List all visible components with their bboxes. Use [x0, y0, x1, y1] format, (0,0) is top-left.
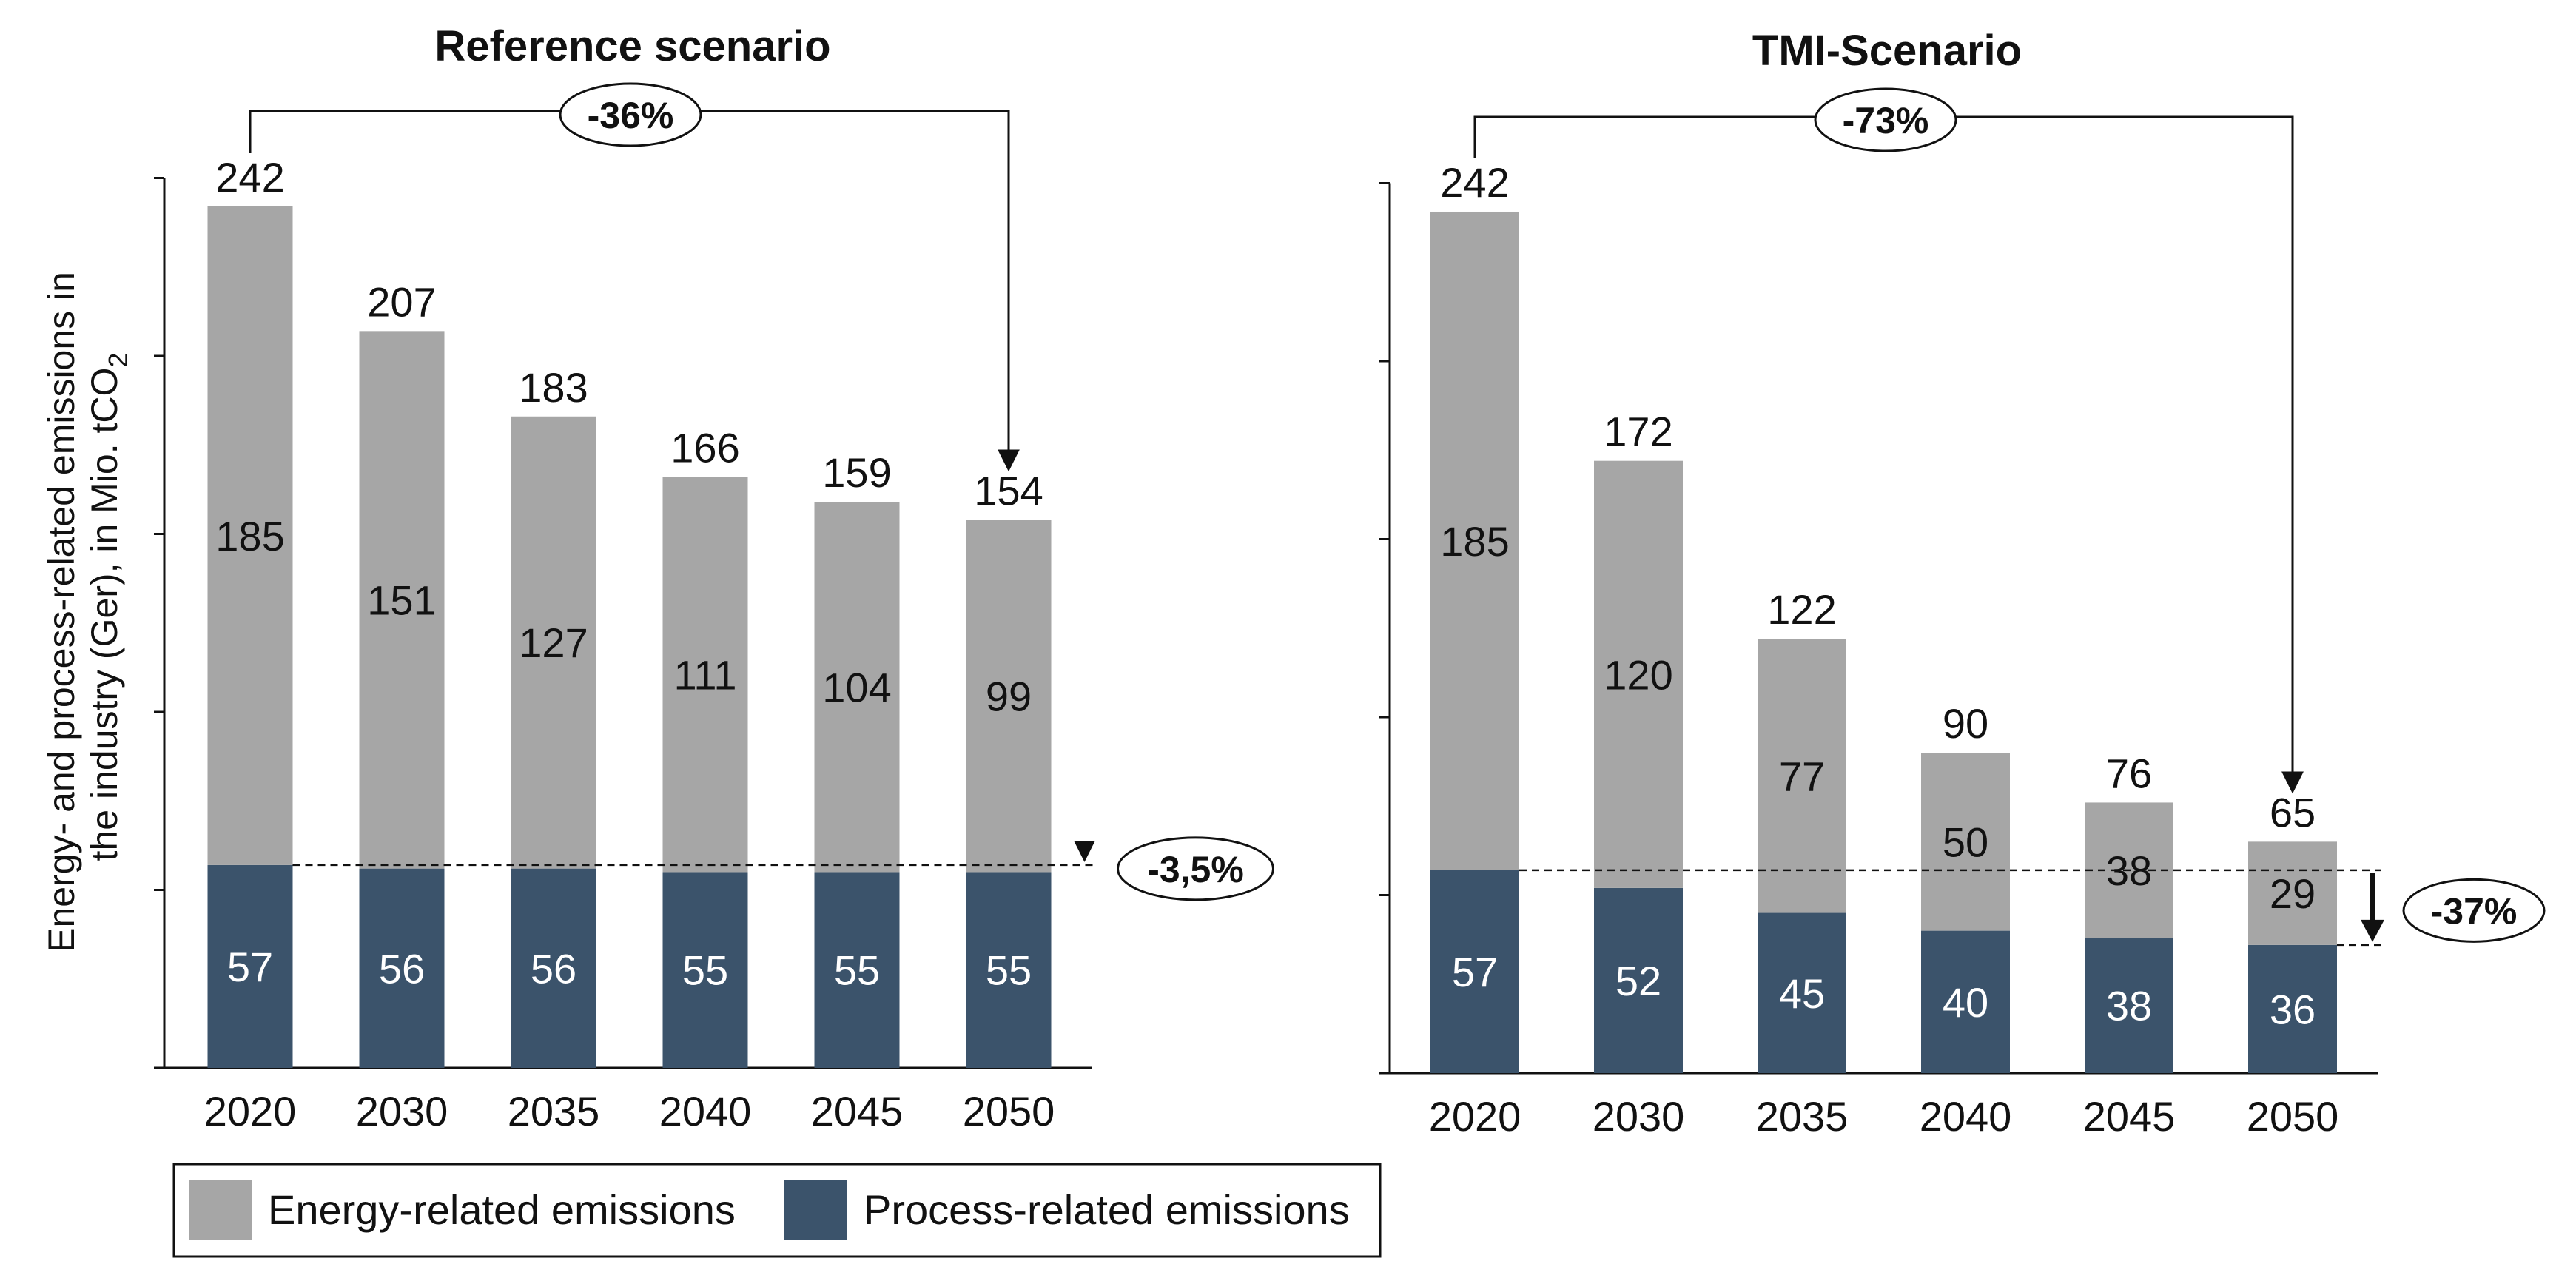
- process-value-label: 40: [1943, 979, 1988, 1026]
- process-value-label: 52: [1615, 958, 1661, 1004]
- total-value-label: 90: [1943, 700, 1988, 747]
- process-value-label: 55: [986, 947, 1032, 994]
- x-tick-label: 2030: [356, 1088, 448, 1135]
- x-tick-label: 2030: [1593, 1093, 1685, 1140]
- process-change-badge: [2402, 878, 2546, 943]
- bar-energy-2030: [359, 331, 445, 869]
- x-tick-label: 2045: [2083, 1093, 2176, 1140]
- legend-swatch-process: [784, 1180, 847, 1240]
- bar-process-2020: [1430, 870, 1519, 1073]
- energy-value-label: 120: [1604, 651, 1672, 698]
- bar-process-2020: [207, 864, 293, 1068]
- energy-value-label: 99: [986, 673, 1032, 719]
- panel-title: TMI-Scenario: [1752, 27, 2022, 75]
- bar-process-2040: [662, 872, 748, 1068]
- bar-energy-2020: [1430, 211, 1519, 870]
- x-tick-label: 2040: [659, 1088, 752, 1135]
- process-change-marker: [1074, 841, 1095, 862]
- overall-change-badge: [1814, 87, 1957, 152]
- reference-scenario-panel: Reference scenario 57 185 242 2020 56 151 207 20…: [154, 22, 1274, 1135]
- y-axis-label-line-2-text: the industry (Ger), in Mio. tCO: [84, 368, 125, 861]
- process-change-label: -37%: [2431, 890, 2518, 932]
- total-value-label: 207: [367, 278, 436, 325]
- y-axis-label-line-1: Energy- and process-related emissions in: [41, 272, 82, 952]
- bar-energy-2045: [814, 502, 900, 873]
- x-tick-label: 2035: [1756, 1093, 1849, 1140]
- energy-value-label: 29: [2270, 870, 2316, 917]
- process-value-label: 57: [227, 944, 273, 990]
- bar-process-2030: [1594, 887, 1683, 1073]
- total-value-label: 154: [974, 467, 1043, 514]
- x-tick-label: 2050: [963, 1088, 1055, 1135]
- energy-value-label: 151: [367, 577, 436, 623]
- legend-label-energy: Energy-related emissions: [268, 1186, 736, 1233]
- bar-process-2035: [1758, 912, 1846, 1073]
- energy-value-label: 185: [1440, 518, 1509, 565]
- total-value-label: 159: [822, 449, 891, 496]
- total-value-label: 172: [1604, 409, 1672, 455]
- tmi-scenario-panel: TMI-Scenario 57 185 242 2020 52 120 172 2030 45 77…: [1379, 27, 2546, 1140]
- energy-value-label: 111: [673, 651, 736, 698]
- energy-value-label: 127: [519, 619, 588, 666]
- legend-box: [172, 1163, 1382, 1258]
- process-value-label: 55: [682, 947, 728, 994]
- bar-energy-2040: [1921, 753, 2010, 931]
- bar-energy-2050: [2248, 841, 2337, 945]
- total-value-label: 183: [519, 364, 588, 411]
- bar-energy-2035: [511, 416, 596, 869]
- total-value-label: 76: [2106, 750, 2152, 796]
- bar-process-2050: [2248, 944, 2337, 1073]
- energy-value-label: 77: [1779, 753, 1825, 799]
- legend-label-process: Process-related emissions: [864, 1186, 1350, 1233]
- process-value-label: 38: [2106, 983, 2152, 1029]
- total-value-label: 242: [215, 154, 284, 201]
- panel-title: Reference scenario: [434, 22, 830, 70]
- x-tick-label: 2035: [508, 1088, 600, 1135]
- legend: Energy-related emissions Process-related…: [172, 1163, 1382, 1258]
- y-axis-label-subscript: 2: [103, 353, 133, 368]
- energy-value-label: 50: [1943, 819, 1988, 865]
- overall-change-badge: [559, 82, 702, 147]
- total-value-label: 65: [2270, 789, 2316, 836]
- bar-energy-2020: [207, 206, 293, 865]
- total-value-label: 166: [670, 425, 739, 471]
- bar-process-2040: [1921, 930, 2010, 1073]
- energy-value-label: 185: [215, 513, 284, 559]
- overall-change-label: -36%: [588, 95, 674, 136]
- bar-energy-2050: [966, 520, 1052, 873]
- total-value-label: 122: [1767, 586, 1836, 633]
- process-change-badge: [1117, 836, 1274, 901]
- y-axis-label: Energy- and process-related emissions in…: [41, 261, 133, 952]
- energy-value-label: 104: [822, 664, 891, 710]
- bar-energy-2035: [1758, 639, 1846, 913]
- bar-process-2030: [359, 868, 445, 1068]
- process-value-label: 36: [2270, 986, 2316, 1032]
- process-change-arrow-head: [2361, 919, 2384, 942]
- x-tick-label: 2040: [1920, 1093, 2012, 1140]
- total-value-label: 242: [1440, 159, 1509, 206]
- bar-energy-2040: [662, 477, 748, 873]
- x-tick-label: 2045: [811, 1088, 904, 1135]
- x-tick-label: 2050: [2247, 1093, 2339, 1140]
- y-axis-label-line-2: the industry (Ger), in Mio. tCO2: [84, 353, 133, 861]
- process-value-label: 57: [1452, 949, 1498, 995]
- bar-energy-2030: [1594, 460, 1683, 888]
- overall-change-label: -73%: [1843, 100, 1929, 141]
- bar-process-2035: [511, 868, 596, 1068]
- process-value-label: 45: [1779, 970, 1825, 1017]
- process-change-label: -3,5%: [1147, 849, 1244, 890]
- x-tick-label: 2020: [1429, 1093, 1521, 1140]
- process-value-label: 56: [531, 945, 576, 992]
- process-value-label: 56: [379, 945, 425, 992]
- process-value-label: 55: [834, 947, 880, 994]
- bar-process-2045: [2085, 938, 2173, 1073]
- bar-process-2045: [814, 872, 900, 1068]
- legend-swatch-energy: [189, 1180, 252, 1240]
- x-tick-label: 2020: [204, 1088, 297, 1135]
- bar-process-2050: [966, 872, 1052, 1068]
